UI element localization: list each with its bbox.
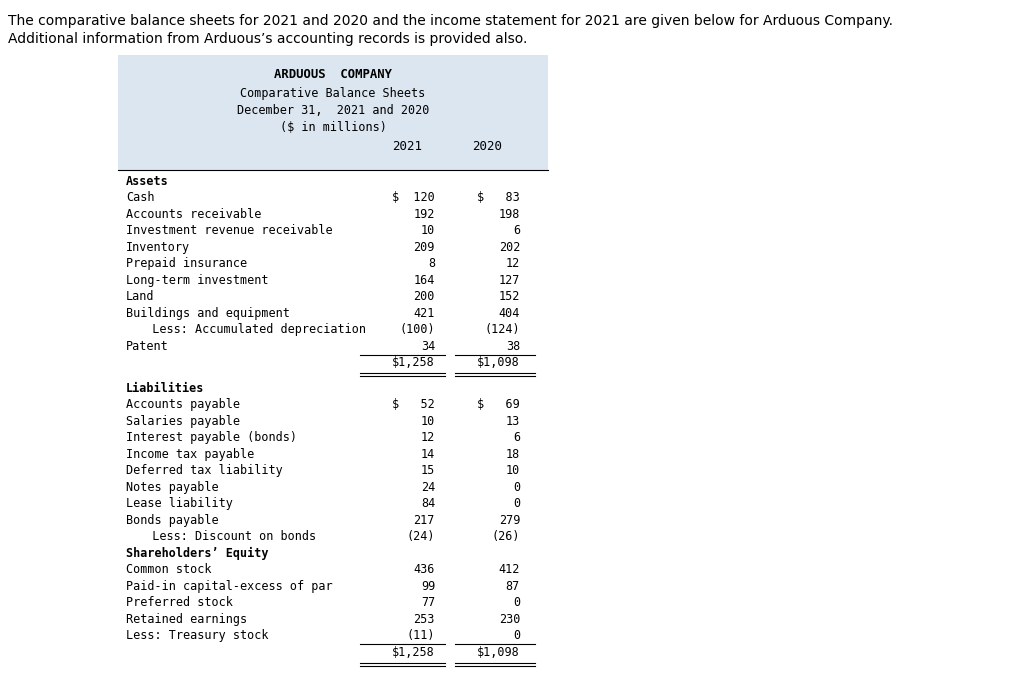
Text: 436: 436: [414, 564, 435, 577]
Text: 404: 404: [499, 307, 520, 320]
Text: Inventory: Inventory: [126, 241, 190, 254]
Text: (11): (11): [407, 629, 435, 643]
Text: 13: 13: [506, 415, 520, 428]
Text: 164: 164: [414, 274, 435, 287]
Text: Less: Discount on bonds: Less: Discount on bonds: [138, 530, 316, 543]
Text: 198: 198: [499, 208, 520, 221]
Text: Less: Accumulated depreciation: Less: Accumulated depreciation: [138, 323, 366, 337]
Text: 10: 10: [506, 464, 520, 477]
Text: 230: 230: [499, 613, 520, 626]
Text: (100): (100): [399, 323, 435, 337]
Text: 77: 77: [421, 596, 435, 609]
Text: Retained earnings: Retained earnings: [126, 613, 247, 626]
Text: Accounts payable: Accounts payable: [126, 398, 240, 412]
Text: 202: 202: [499, 241, 520, 254]
Text: 10: 10: [421, 415, 435, 428]
Text: (124): (124): [484, 323, 520, 337]
Text: December 31,  2021 and 2020: December 31, 2021 and 2020: [237, 104, 429, 117]
Text: Patent: Patent: [126, 340, 169, 353]
Text: $1,098: $1,098: [477, 356, 520, 369]
Text: 412: 412: [499, 564, 520, 577]
Text: 38: 38: [506, 340, 520, 353]
Text: $1,098: $1,098: [477, 646, 520, 659]
Text: Income tax payable: Income tax payable: [126, 448, 254, 461]
Text: Salaries payable: Salaries payable: [126, 415, 240, 428]
Text: $1,258: $1,258: [392, 646, 435, 659]
Text: 152: 152: [499, 290, 520, 303]
Text: 10: 10: [421, 224, 435, 237]
Text: The comparative balance sheets for 2021 and 2020 and the income statement for 20: The comparative balance sheets for 2021 …: [8, 14, 893, 28]
Text: Preferred stock: Preferred stock: [126, 596, 232, 609]
Text: 99: 99: [421, 580, 435, 593]
Text: 12: 12: [506, 257, 520, 271]
Text: Accounts receivable: Accounts receivable: [126, 208, 261, 221]
Text: Long-term investment: Long-term investment: [126, 274, 268, 287]
Text: 0: 0: [513, 481, 520, 494]
Text: Shareholders’ Equity: Shareholders’ Equity: [126, 547, 268, 560]
Text: Notes payable: Notes payable: [126, 481, 219, 494]
Text: 421: 421: [414, 307, 435, 320]
Text: (24): (24): [407, 530, 435, 543]
Text: 24: 24: [421, 481, 435, 494]
Text: Less: Treasury stock: Less: Treasury stock: [126, 629, 268, 643]
Bar: [118, 170, 548, 678]
Text: 0: 0: [513, 629, 520, 643]
Text: Land: Land: [126, 290, 155, 303]
Text: 34: 34: [421, 340, 435, 353]
Text: 217: 217: [414, 514, 435, 527]
Text: 2021: 2021: [392, 140, 422, 153]
Text: 0: 0: [513, 596, 520, 609]
Text: 15: 15: [421, 464, 435, 477]
Text: Comparative Balance Sheets: Comparative Balance Sheets: [241, 87, 426, 100]
Text: 2020: 2020: [472, 140, 502, 153]
Text: 6: 6: [513, 432, 520, 444]
Text: 14: 14: [421, 448, 435, 461]
Text: Prepaid insurance: Prepaid insurance: [126, 257, 247, 271]
Text: $   52: $ 52: [392, 398, 435, 412]
Text: 192: 192: [414, 208, 435, 221]
Text: 209: 209: [414, 241, 435, 254]
Bar: [118, 55, 548, 170]
Text: Additional information from Arduous’s accounting records is provided also.: Additional information from Arduous’s ac…: [8, 32, 527, 46]
Text: Assets: Assets: [126, 175, 169, 188]
Text: 84: 84: [421, 498, 435, 510]
Text: 253: 253: [414, 613, 435, 626]
Text: Liabilities: Liabilities: [126, 382, 205, 395]
Text: 6: 6: [513, 224, 520, 237]
Text: ($ in millions): ($ in millions): [280, 121, 386, 134]
Text: 87: 87: [506, 580, 520, 593]
Text: Cash: Cash: [126, 192, 155, 204]
Text: 279: 279: [499, 514, 520, 527]
Text: $   83: $ 83: [477, 192, 520, 204]
Text: ARDUOUS  COMPANY: ARDUOUS COMPANY: [274, 68, 392, 81]
Text: 8: 8: [428, 257, 435, 271]
Text: Interest payable (bonds): Interest payable (bonds): [126, 432, 297, 444]
Text: $  120: $ 120: [392, 192, 435, 204]
Text: 0: 0: [513, 498, 520, 510]
Text: $1,258: $1,258: [392, 356, 435, 369]
Text: 12: 12: [421, 432, 435, 444]
Text: 200: 200: [414, 290, 435, 303]
Text: Investment revenue receivable: Investment revenue receivable: [126, 224, 333, 237]
Text: (26): (26): [492, 530, 520, 543]
Text: Lease liability: Lease liability: [126, 498, 232, 510]
Text: 18: 18: [506, 448, 520, 461]
Text: Buildings and equipment: Buildings and equipment: [126, 307, 290, 320]
Text: Common stock: Common stock: [126, 564, 212, 577]
Text: 127: 127: [499, 274, 520, 287]
Text: Paid-in capital-excess of par: Paid-in capital-excess of par: [126, 580, 333, 593]
Text: $   69: $ 69: [477, 398, 520, 412]
Text: Bonds payable: Bonds payable: [126, 514, 219, 527]
Text: Deferred tax liability: Deferred tax liability: [126, 464, 283, 477]
